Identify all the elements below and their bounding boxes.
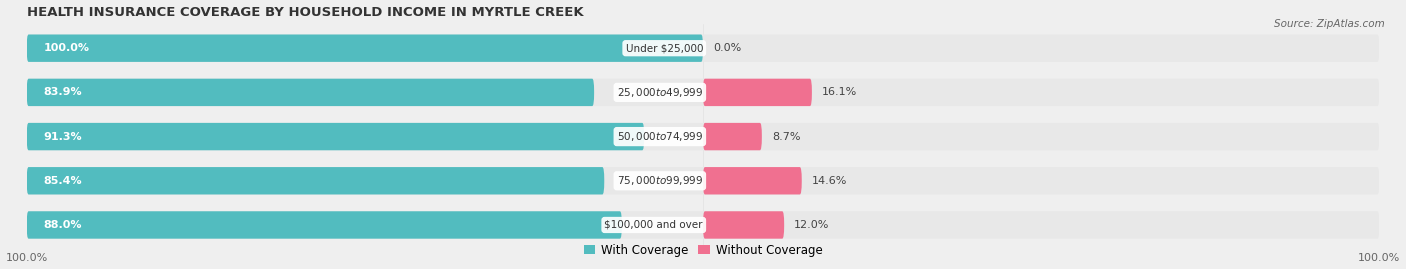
FancyBboxPatch shape: [703, 79, 811, 106]
FancyBboxPatch shape: [27, 34, 1379, 62]
Text: 91.3%: 91.3%: [44, 132, 82, 141]
FancyBboxPatch shape: [27, 123, 1379, 150]
Legend: With Coverage, Without Coverage: With Coverage, Without Coverage: [579, 239, 827, 261]
Text: 88.0%: 88.0%: [44, 220, 82, 230]
Text: 0.0%: 0.0%: [713, 43, 741, 53]
Text: $50,000 to $74,999: $50,000 to $74,999: [617, 130, 703, 143]
Text: 83.9%: 83.9%: [44, 87, 82, 97]
FancyBboxPatch shape: [27, 123, 644, 150]
FancyBboxPatch shape: [703, 123, 762, 150]
Text: $100,000 and over: $100,000 and over: [605, 220, 703, 230]
FancyBboxPatch shape: [27, 211, 1379, 239]
Text: $25,000 to $49,999: $25,000 to $49,999: [617, 86, 703, 99]
Text: 12.0%: 12.0%: [794, 220, 830, 230]
Text: 100.0%: 100.0%: [44, 43, 90, 53]
FancyBboxPatch shape: [27, 211, 621, 239]
FancyBboxPatch shape: [703, 167, 801, 194]
Text: HEALTH INSURANCE COVERAGE BY HOUSEHOLD INCOME IN MYRTLE CREEK: HEALTH INSURANCE COVERAGE BY HOUSEHOLD I…: [27, 6, 583, 19]
Text: $75,000 to $99,999: $75,000 to $99,999: [617, 174, 703, 187]
FancyBboxPatch shape: [27, 167, 605, 194]
Text: Under $25,000: Under $25,000: [626, 43, 703, 53]
FancyBboxPatch shape: [27, 79, 595, 106]
Text: Source: ZipAtlas.com: Source: ZipAtlas.com: [1274, 19, 1385, 29]
Text: 14.6%: 14.6%: [811, 176, 848, 186]
Text: 85.4%: 85.4%: [44, 176, 82, 186]
FancyBboxPatch shape: [27, 167, 1379, 194]
Text: 16.1%: 16.1%: [823, 87, 858, 97]
FancyBboxPatch shape: [703, 211, 785, 239]
FancyBboxPatch shape: [27, 34, 703, 62]
FancyBboxPatch shape: [27, 79, 1379, 106]
Text: 8.7%: 8.7%: [772, 132, 800, 141]
